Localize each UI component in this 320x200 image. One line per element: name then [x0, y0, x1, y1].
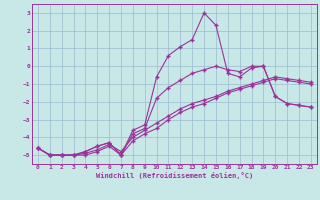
X-axis label: Windchill (Refroidissement éolien,°C): Windchill (Refroidissement éolien,°C): [96, 172, 253, 179]
